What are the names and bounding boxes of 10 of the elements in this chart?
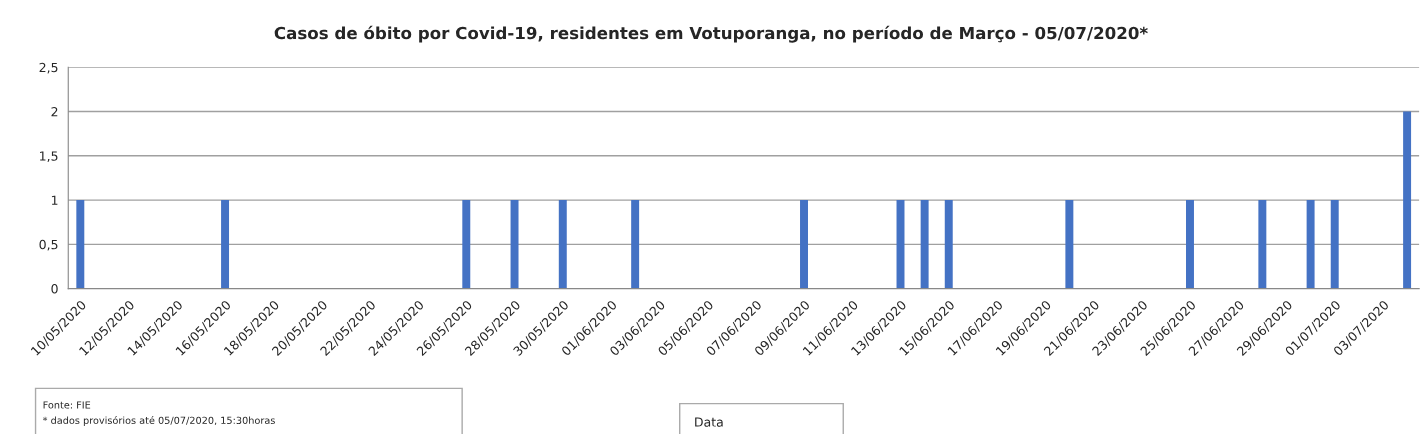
source-note: Fonte: FIE [43, 401, 91, 409]
text: Data [695, 417, 723, 427]
y-tick-label: 1 [51, 195, 58, 205]
y-tick-label: 2,5 [39, 62, 58, 74]
chart-title: Casos de óbito por Covid-19, residentes em Votuporanga, no período de Março - 05/07/2020* [274, 25, 1148, 43]
y-tick-label: 0,5 [39, 239, 58, 251]
y-tick-label: 1,5 [40, 151, 58, 163]
text: * dados provisórios até 05/07/2020, 15:30horas [42, 416, 275, 426]
y-tick-label: 0 [51, 284, 58, 294]
y-tick-label: 2 [51, 107, 58, 117]
